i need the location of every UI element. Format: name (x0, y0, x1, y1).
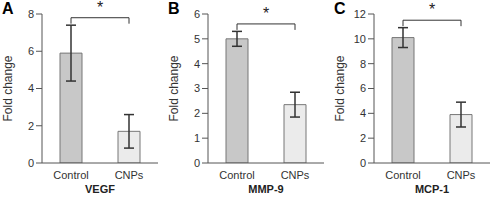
html-text:A: A (2, 0, 14, 17)
svg-text:1: 1 (194, 132, 200, 144)
html-text:B: B (168, 0, 180, 17)
html-text:VEGF: VEGF (85, 183, 115, 195)
svg-text:0: 0 (194, 157, 200, 169)
html-text:MMP-9: MMP-9 (248, 183, 284, 195)
svg-text:12: 12 (354, 8, 366, 20)
svg-text:Control: Control (53, 169, 88, 181)
svg-text:Fold change: Fold change (8, 55, 15, 121)
svg-text:3: 3 (194, 82, 200, 94)
svg-text:2: 2 (28, 120, 34, 132)
svg-text:*: * (263, 5, 269, 22)
svg-text:4: 4 (194, 58, 200, 70)
html-text:MCP-1: MCP-1 (414, 183, 450, 195)
html-text:C: C (334, 0, 346, 17)
svg-text:6: 6 (360, 82, 366, 94)
svg-text:2: 2 (194, 107, 200, 119)
svg-text:10: 10 (354, 33, 366, 45)
svg-text:0: 0 (28, 157, 34, 169)
svg-text:CNPs: CNPs (447, 169, 476, 181)
svg-text:6: 6 (28, 45, 34, 57)
svg-text:CNPs: CNPs (281, 169, 310, 181)
svg-text:Control: Control (385, 169, 420, 181)
svg-text:4: 4 (360, 107, 366, 119)
svg-text:0: 0 (360, 157, 366, 169)
svg-text:*: * (429, 1, 435, 18)
svg-text:6: 6 (194, 8, 200, 20)
svg-text:Control: Control (219, 169, 254, 181)
svg-text:*: * (97, 0, 103, 16)
svg-text:2: 2 (360, 132, 366, 144)
svg-text:8: 8 (360, 58, 366, 70)
svg-text:8: 8 (28, 8, 34, 20)
svg-text:Fold change: Fold change (333, 55, 347, 121)
svg-text:Fold change: Fold change (167, 55, 181, 121)
svg-text:CNPs: CNPs (115, 169, 144, 181)
svg-text:5: 5 (194, 33, 200, 45)
svg-text:4: 4 (28, 82, 34, 94)
